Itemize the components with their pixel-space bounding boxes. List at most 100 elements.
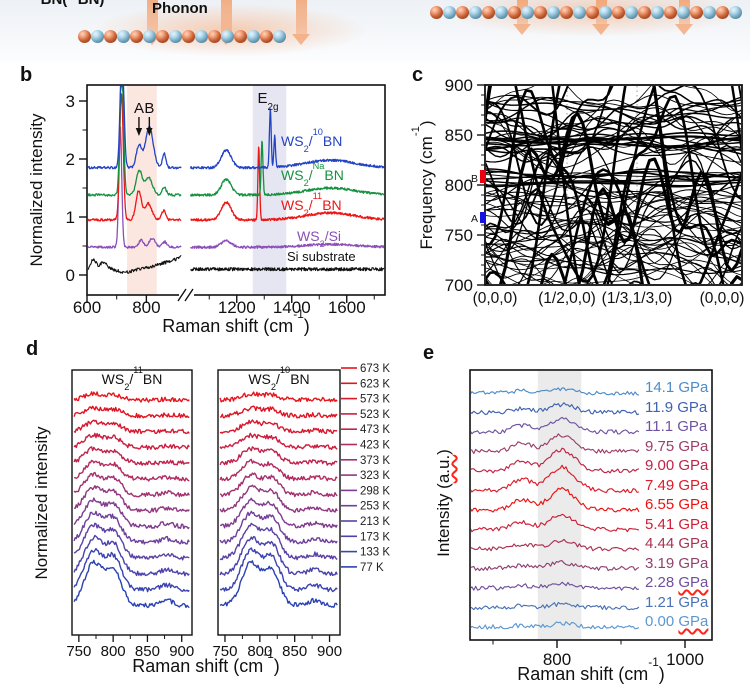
temperature-spectrum-curve [219, 472, 338, 498]
k-path-label: (1/2,0,0) [538, 290, 596, 307]
y-tick-label: 0 [66, 266, 75, 285]
x-tick-label: 800 [101, 643, 126, 660]
nitrogen-atom [91, 30, 104, 43]
pressure-label: 9.75 GPa [645, 437, 709, 455]
spectrum-curve [189, 140, 385, 197]
boron-atom [664, 6, 677, 19]
series-label-ws2-11bn: WS2/11BN [281, 191, 342, 219]
pressure-spectrum-curve [470, 387, 640, 396]
x-tick-label: 1000 [666, 650, 704, 669]
phonon-band [486, 91, 741, 138]
series-label-ws2-10bn: WS2/10BN [281, 127, 343, 155]
x-tick-label: 750 [66, 643, 91, 660]
phonon-band [486, 86, 741, 284]
pressure-spectrum-curve [470, 464, 639, 494]
spectrum-curve [190, 267, 385, 272]
legend-label: 673 K [360, 363, 390, 375]
temperature-spectrum-curve [73, 559, 190, 609]
pressure-spectrum-curve [470, 560, 640, 572]
pressure-spectrum-curve [470, 486, 640, 513]
axis-break-gap [179, 290, 194, 300]
temperature-spectrum-curve [73, 459, 190, 482]
pressure-label: 9.00 GPa [645, 457, 709, 474]
d-subpanel-title-10bn: WS2/10BN [248, 365, 310, 393]
nitrogen-atom [703, 6, 716, 19]
nitrogen-atom [247, 30, 260, 43]
highlight-band [127, 85, 157, 295]
temperature-spectrum-curve [219, 458, 338, 482]
phonon-band [486, 110, 741, 158]
phonon-band [486, 259, 741, 284]
raman-spectra-chart: 600 800 1200 1400 1600 0 1 2 3 A B [66, 84, 386, 317]
pressure-spectrum-curve [470, 581, 639, 591]
nitrogen-atom [521, 6, 534, 19]
phonon-dispersion-chart: 700 750 800 850 900 (0,0,0) (1/2,0,0) (1/3,1/3,… [445, 76, 745, 307]
boron-atom [560, 6, 573, 19]
plot-frame [217, 369, 341, 636]
nitrogen-atom [495, 6, 508, 19]
y-tick-label: 700 [445, 276, 473, 295]
nitrogen-atom [443, 6, 456, 19]
legend-label: 253 K [360, 501, 390, 513]
x-tick-label: 750 [212, 643, 237, 660]
phonon-band [486, 100, 741, 119]
phonon-arrow [292, 0, 310, 45]
phonon-band [486, 115, 741, 149]
phonon-band [486, 174, 741, 214]
nitrogen-atom [221, 30, 234, 43]
boron-atom [78, 30, 91, 43]
temperature-spectrum-curve [219, 536, 338, 577]
temperature-spectrum-curve [219, 484, 338, 513]
temperature-spectrum-curve [73, 485, 190, 514]
pressure-label: 14.1 GPa [645, 379, 709, 396]
boron-atom [104, 30, 117, 43]
panel-letter-d: d [26, 338, 39, 360]
boron-atom [430, 6, 443, 19]
phonon-band [486, 99, 741, 136]
phonon-band [486, 126, 741, 166]
spectrum-curve [190, 239, 385, 249]
phonon-band [486, 96, 741, 125]
y-tick-label: 2 [66, 150, 75, 169]
legend-label: 298 K [360, 485, 390, 497]
phonon-band [539, 157, 741, 284]
temperature-spectrum-curve [73, 522, 190, 561]
boron-atom [208, 30, 221, 43]
x-tick-label: 1200 [218, 298, 256, 317]
legend-label: 573 K [360, 394, 390, 406]
boron-atom [638, 6, 651, 19]
spectrum-curve [190, 146, 385, 222]
phonon-arrow [217, 0, 235, 45]
spectrum-curve [87, 85, 182, 197]
x-tick-label: 600 [73, 298, 101, 317]
temperature-spectrum-curve [73, 405, 190, 419]
temperature-spectrum-curve [73, 534, 190, 577]
x-tick-label: 1400 [273, 298, 311, 317]
x-tick-label: 800 [132, 298, 160, 317]
y-tick-label: 3 [66, 92, 75, 111]
panel-letter-b: b [20, 64, 33, 86]
d-x-axis-label: Raman shift (cm-1) [132, 647, 280, 676]
temperature-spectrum-curve [73, 432, 190, 451]
temperature-spectrum-curve [219, 522, 338, 561]
plot-frame [469, 369, 713, 641]
phonon-band [486, 130, 741, 155]
phonon-band [486, 86, 741, 226]
boron-atom [612, 6, 625, 19]
nitrogen-atom [573, 6, 586, 19]
k-path-label: (0,0,0) [700, 290, 745, 307]
pressure-label: 2.28 GPa [645, 574, 709, 591]
x-tick-label: 1600 [328, 298, 366, 317]
boron-atom [130, 30, 143, 43]
boron-atom [482, 6, 495, 19]
e2g-peak-annotation: E2g [257, 90, 279, 113]
peak-annotation-letter: B [144, 100, 154, 117]
legend-label: 373 K [360, 455, 390, 467]
x-tick-label: 900 [169, 643, 194, 660]
pressure-spectrum-curve [470, 433, 640, 455]
boron-atom [508, 6, 521, 19]
phonon-band [486, 96, 741, 130]
pressure-spectrum-curve [470, 538, 640, 552]
temperature-spectrum-curve [219, 547, 338, 593]
spectrum-curve [87, 254, 182, 274]
